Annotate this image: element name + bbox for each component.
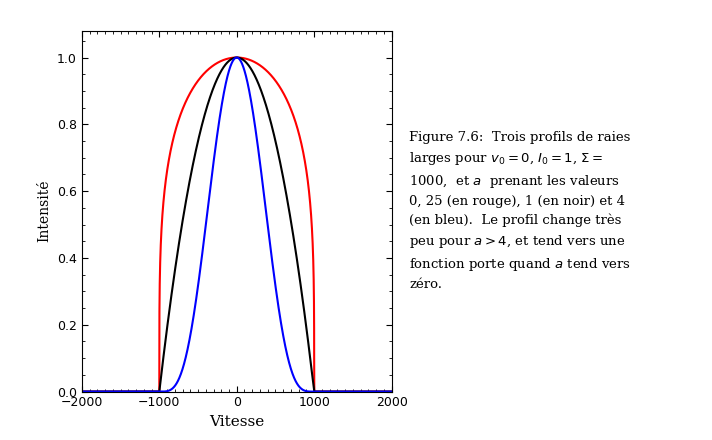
X-axis label: Vitesse: Vitesse bbox=[209, 415, 264, 429]
Y-axis label: Intensité: Intensité bbox=[38, 180, 51, 242]
Text: Figure 7.6:  Trois profils de raies
larges pour $v_0 = 0$, $I_0 = 1$, $\Sigma =$: Figure 7.6: Trois profils de raies large… bbox=[409, 131, 632, 291]
